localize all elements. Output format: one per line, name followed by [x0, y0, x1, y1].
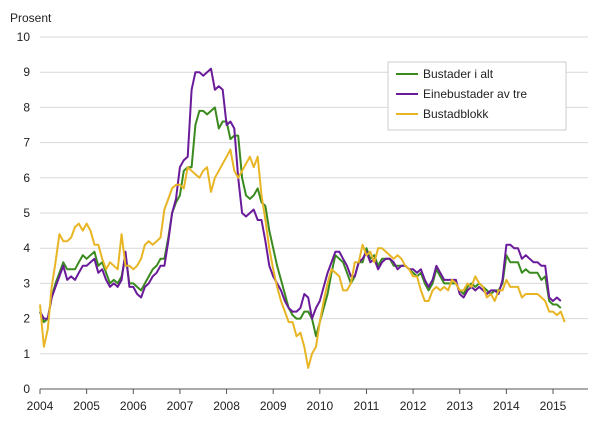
x-tick-label: 2012	[400, 399, 427, 413]
y-tick-label: 10	[17, 30, 31, 44]
x-tick-label: 2013	[446, 399, 473, 413]
y-tick-label: 0	[23, 382, 30, 396]
y-axis-label: Prosent	[10, 11, 52, 25]
y-tick-label: 9	[23, 65, 30, 79]
series-lines	[39, 67, 566, 369]
x-tick-label: 2009	[260, 399, 287, 413]
y-tick-label: 2	[23, 312, 30, 326]
legend-label: Bustader i alt	[423, 67, 494, 81]
x-tick-label: 2011	[354, 399, 380, 413]
x-tick-label: 2004	[27, 399, 54, 413]
series-line-1	[39, 106, 562, 338]
y-tick-label: 4	[23, 241, 30, 255]
y-tick-labels: 0 1 2 3 4 5 6 7 8 9 10	[17, 30, 31, 396]
x-tick-labels: 2004 2005 2006 2007 2008 2009 2010 2011 2012 2013…	[27, 389, 567, 413]
y-tick-label: 7	[23, 136, 30, 150]
x-tick-label: 2015	[540, 399, 567, 413]
series-line-3	[39, 148, 566, 369]
y-tick-label: 3	[23, 276, 30, 290]
y-tick-label: 5	[23, 206, 30, 220]
legend-label: Einebustader av tre	[423, 87, 527, 101]
series-line-2	[39, 67, 562, 320]
x-tick-label: 2006	[120, 399, 147, 413]
x-tick-label: 2008	[213, 399, 240, 413]
y-tick-label: 6	[23, 171, 30, 185]
x-tick-label: 2005	[73, 399, 100, 413]
x-tick-label: 2007	[167, 399, 194, 413]
legend-label: Bustadblokk	[423, 107, 489, 121]
x-tick-label: 2010	[306, 399, 333, 413]
legend: Bustader i alt Einebustader av tre Bustadb…	[387, 61, 567, 131]
y-tick-label: 8	[23, 100, 30, 114]
y-tick-label: 1	[23, 347, 30, 361]
x-tick-label: 2014	[493, 399, 520, 413]
